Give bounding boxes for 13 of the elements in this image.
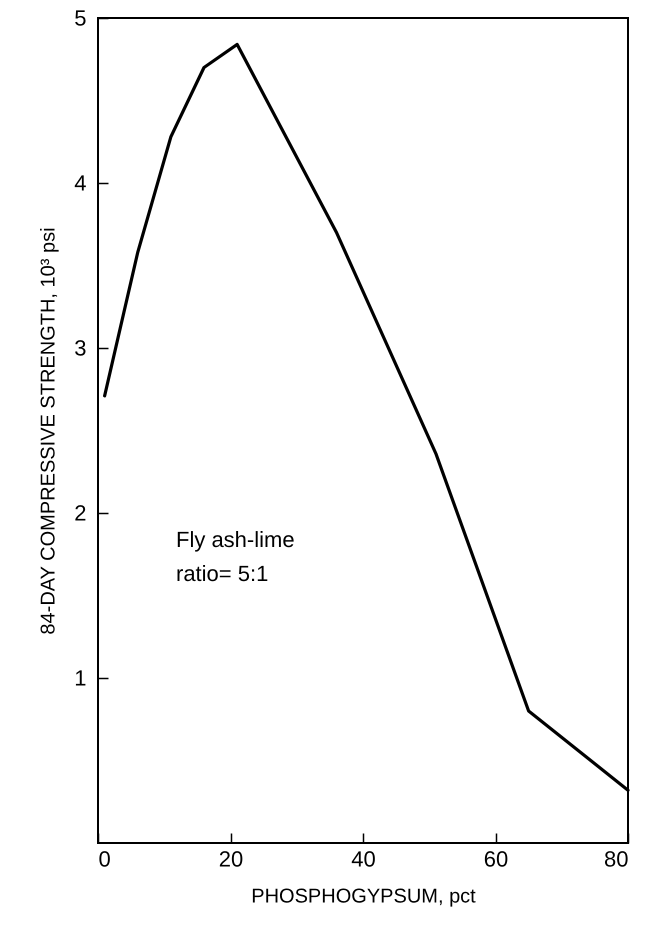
y-tick-label: 4 <box>74 170 86 196</box>
x-tick-label: 40 <box>351 846 376 872</box>
x-axis-title: PHOSPHOGYPSUM, pct <box>251 886 476 908</box>
x-tick-label: 60 <box>484 846 508 872</box>
y-tick-label: 5 <box>74 6 86 30</box>
y-tick-label: 3 <box>74 336 86 360</box>
x-tick-label: 80 <box>604 846 628 872</box>
annotation: Fly ash-lime ratio= 5:1 <box>176 527 295 586</box>
y-tick-label: 1 <box>74 666 86 690</box>
y-axis-title: 84-DAY COMPRESSIVE STRENGTH, 10³ psi <box>37 227 60 635</box>
x-tick-label: 20 <box>218 846 244 872</box>
y-tick-label: 2 <box>74 500 86 526</box>
x-tick-label: 0 <box>98 846 111 872</box>
